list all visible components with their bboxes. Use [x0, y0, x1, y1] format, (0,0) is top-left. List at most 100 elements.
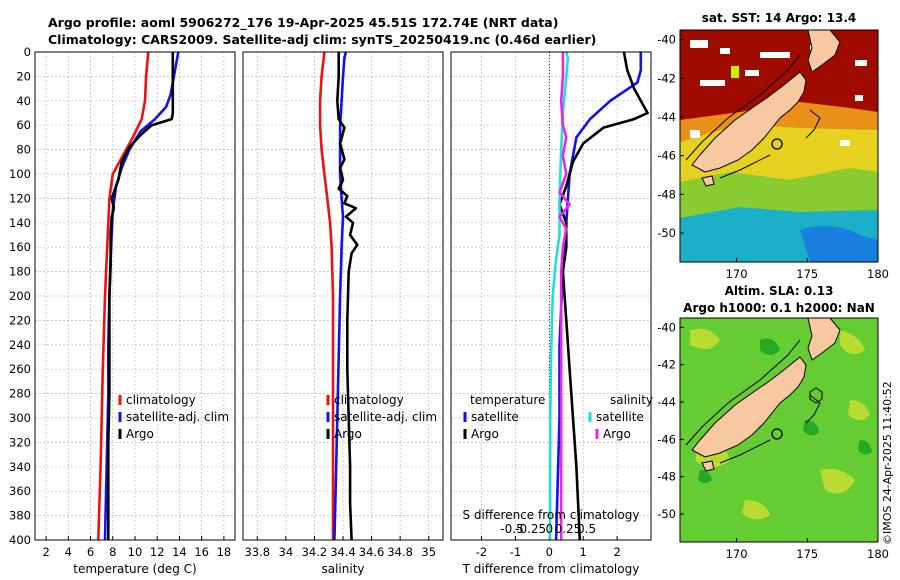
sst-map-x-tick-label: 175: [796, 267, 818, 281]
sst-map-title: sat. SST: 14 Argo: 13.4: [702, 11, 856, 25]
sla-map-x-tick-label: 175: [796, 547, 818, 561]
temperature-series-climatology: [97, 51, 150, 541]
temperature-x-tick-label: 14: [172, 545, 187, 559]
sst-coldest-patch: [800, 226, 878, 262]
depth-tick-label: 360: [9, 484, 31, 498]
depth-tick-label: 260: [9, 362, 31, 376]
depth-tick-label: 400: [9, 533, 31, 547]
depth-tick-label: 100: [9, 167, 31, 181]
sla-map-y-tick-label: -48: [657, 470, 676, 484]
depth-tick-label: 40: [16, 94, 31, 108]
temperature-x-tick-label: 4: [65, 545, 72, 559]
depth-tick-label: 200: [9, 289, 31, 303]
sla-map-title-line1: Altim. SLA: 0.13: [725, 284, 834, 298]
stewart-island: [701, 175, 715, 187]
legend-title-temperature: temperature: [470, 393, 545, 407]
difference-series-satellite: [554, 52, 643, 541]
sla-map-y-tick-label: -44: [657, 395, 676, 409]
salinity-panel: 33.8 34 34.2 34.4 34.6 34.8 35 salinity climatol…: [242, 51, 444, 576]
temperature-series-argo: [107, 52, 175, 540]
sst-map-y-tick-label: -40: [657, 33, 676, 47]
temperature-x-tick-label: 18: [217, 545, 232, 559]
difference-x-tick-label: -1: [510, 545, 521, 559]
sst-argo-marker: [771, 138, 783, 150]
salinity-series-satellite-adj-clim: [333, 51, 348, 541]
sst-map-y-tick-label: -50: [657, 226, 676, 240]
top-axis-tick-label: 0.5: [577, 522, 596, 536]
top-axis-label: S difference from climatology: [463, 508, 640, 522]
salinity-x-tick-label: 34.6: [359, 545, 385, 559]
salinity-x-tick-label: 34.4: [330, 545, 356, 559]
nz-south-island: [691, 71, 807, 173]
temperature-x-tick-label: 6: [87, 545, 94, 559]
sla-map-x-tick-label: 180: [867, 547, 889, 561]
legend-label-salinity: satellite: [596, 410, 644, 424]
salinity-x-tick-label: 34: [279, 545, 294, 559]
sla-map-y-tick-label: -50: [657, 507, 676, 521]
salinity-legend-label: climatology: [334, 393, 404, 407]
temperature-x-tick-label: 2: [42, 545, 49, 559]
salinity-x-tick-label: 33.8: [244, 545, 270, 559]
header-title-line2: Climatology: CARS2009. Satellite-adj cli…: [48, 32, 596, 48]
nz-north-island: [807, 30, 841, 73]
legend-title-salinity: salinity: [610, 393, 653, 407]
depth-tick-label: 280: [9, 387, 31, 401]
depth-tick-label: 180: [9, 265, 31, 279]
top-axis-tick-label: -0.25: [515, 522, 546, 536]
sst-map-frame: [679, 29, 879, 263]
nz-north-island-sla: [807, 318, 841, 361]
sla-bathymetry-contour: [685, 339, 823, 464]
salinity-x-axis-label: salinity: [321, 562, 364, 576]
sst-map-x-tick-label: 180: [867, 267, 889, 281]
temperature-legend-label: satellite-adj. clim: [126, 410, 229, 424]
sst-mid-band: [680, 165, 878, 218]
temperature-frame: [34, 51, 236, 541]
temperature-x-axis-label: temperature (deg C): [73, 562, 196, 576]
temperature-x-tick-label: 16: [194, 545, 209, 559]
temperature-panel: 2 4 6 8 10 12 14 16 1802040608010012014016018020…: [9, 45, 236, 576]
sla-argo-marker: [771, 428, 783, 440]
depth-tick-label: 60: [16, 118, 31, 132]
temperature-x-tick-label: 8: [109, 545, 116, 559]
depth-tick-label: 120: [9, 191, 31, 205]
salinity-series-argo: [336, 52, 359, 541]
depth-tick-label: 0: [24, 45, 31, 59]
salinity-x-tick-label: 34.8: [387, 545, 413, 559]
difference-series-argo: [558, 51, 649, 541]
legend-label-temperature: Argo: [471, 427, 499, 441]
difference-x-tick-label: 2: [613, 545, 620, 559]
difference-x-tick-label: 1: [580, 545, 587, 559]
sst-map-x-tick-label: 170: [726, 267, 748, 281]
temperature-legend-label: Argo: [126, 427, 154, 441]
sst-map: sat. SST: 14 Argo: 13.4 170 175 180 -40 -42 -…: [657, 11, 889, 281]
difference-x-axis-label: T difference from climatology: [462, 562, 640, 576]
header-title-line1: Argo profile: aoml 5906272_176 19-Apr-20…: [48, 15, 558, 31]
legend-label-salinity: Argo: [603, 427, 631, 441]
stewart-island-sla: [701, 460, 715, 472]
legend-label-temperature: satellite: [471, 410, 519, 424]
difference-x-tick-label: -2: [476, 545, 487, 559]
temperature-legend-label: climatology: [126, 393, 196, 407]
sst-map-axes: 170 175 180 -40 -42 -44 -46 -48 -50: [657, 33, 889, 281]
depth-tick-label: 320: [9, 435, 31, 449]
sla-map: Altim. SLA: 0.13 Argo h1000: 0.1 h2000: …: [657, 284, 889, 561]
top-axis-tick-label: -0.5: [500, 522, 523, 536]
sla-map-x-tick-label: 170: [726, 547, 748, 561]
sla-map-title-line2: Argo h1000: 0.1 h2000: NaN: [683, 301, 875, 315]
nz-south-island-sla: [691, 356, 807, 458]
imos-watermark: ©IMOS 24-Apr-2025 11:40:52: [881, 381, 894, 545]
salinity-frame: [242, 51, 444, 541]
sst-map-y-tick-label: -48: [657, 187, 676, 201]
sla-map-y-tick-label: -42: [657, 358, 676, 372]
temperature-x-tick-label: 12: [150, 545, 165, 559]
sst-map-y-tick-label: -46: [657, 149, 676, 163]
depth-tick-label: 140: [9, 216, 31, 230]
top-axis-tick-label: 0.25: [555, 522, 582, 536]
depth-tick-label: 80: [16, 143, 31, 157]
salinity-legend-label: Argo: [334, 427, 362, 441]
sst-map-y-tick-label: -42: [657, 71, 676, 85]
difference-x-tick-label: 0: [546, 545, 553, 559]
depth-tick-label: 340: [9, 460, 31, 474]
sst-map-y-tick-label: -44: [657, 110, 676, 124]
difference-panel: -2 -1 0 1 2 T difference from climatology temp…: [450, 51, 653, 576]
